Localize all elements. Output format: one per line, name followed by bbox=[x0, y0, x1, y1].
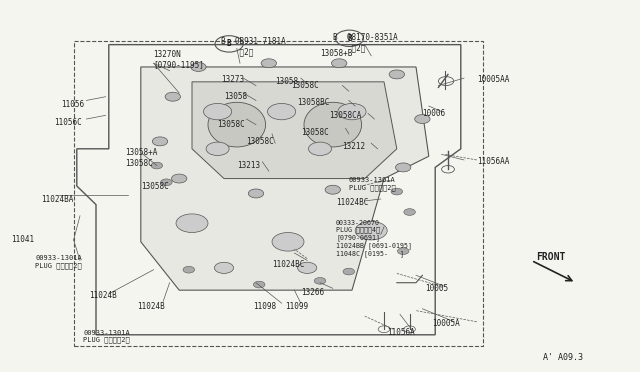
Circle shape bbox=[191, 62, 206, 71]
Text: B  0B931-7181A
    （2）: B 0B931-7181A （2） bbox=[221, 37, 285, 56]
Text: 13058: 13058 bbox=[224, 92, 247, 101]
Circle shape bbox=[332, 59, 347, 68]
Text: 13058C: 13058C bbox=[218, 120, 245, 129]
Polygon shape bbox=[192, 82, 397, 179]
Circle shape bbox=[183, 266, 195, 273]
Text: 13058CA: 13058CA bbox=[330, 111, 362, 120]
Ellipse shape bbox=[208, 102, 266, 147]
Text: 11056AA: 11056AA bbox=[477, 157, 509, 166]
Text: 00933-1301A
PLUG プラグ（2）: 00933-1301A PLUG プラグ（2） bbox=[83, 330, 130, 343]
Text: 10006: 10006 bbox=[422, 109, 445, 118]
Circle shape bbox=[343, 268, 355, 275]
Text: 00333-20670
PLUG プラグ（4）
[0790-0691]
11024BB [0691-0195]
11048C [0195-   ]: 00333-20670 PLUG プラグ（4） [0790-0691] 1102… bbox=[336, 219, 412, 257]
Text: 10005: 10005 bbox=[426, 284, 449, 293]
Circle shape bbox=[389, 70, 404, 79]
Text: 11024B: 11024B bbox=[138, 302, 165, 311]
Text: 13058C: 13058C bbox=[291, 81, 319, 90]
Text: 13058BC: 13058BC bbox=[298, 98, 330, 107]
Text: 13058C: 13058C bbox=[301, 128, 328, 137]
Circle shape bbox=[161, 179, 172, 186]
Circle shape bbox=[272, 232, 304, 251]
Text: 13058+A
13058C: 13058+A 13058C bbox=[125, 148, 157, 168]
Circle shape bbox=[314, 278, 326, 284]
Circle shape bbox=[261, 59, 276, 68]
Text: 11056: 11056 bbox=[61, 100, 84, 109]
Text: 11056A: 11056A bbox=[387, 328, 415, 337]
Text: 11024BA: 11024BA bbox=[42, 195, 74, 203]
Text: 13058+B: 13058+B bbox=[320, 49, 353, 58]
Text: 00933-1301A
PLUG プラグ（2）: 00933-1301A PLUG プラグ（2） bbox=[349, 177, 396, 191]
Text: 13058: 13058 bbox=[275, 77, 298, 86]
Circle shape bbox=[298, 262, 317, 273]
Circle shape bbox=[308, 142, 332, 155]
Circle shape bbox=[172, 174, 187, 183]
Circle shape bbox=[268, 103, 296, 120]
Text: 10005AA: 10005AA bbox=[477, 76, 509, 84]
Circle shape bbox=[248, 189, 264, 198]
Text: B: B bbox=[227, 39, 232, 48]
Circle shape bbox=[325, 185, 340, 194]
Text: 11099: 11099 bbox=[285, 302, 308, 311]
Text: 13058C: 13058C bbox=[141, 182, 168, 190]
Text: 13213: 13213 bbox=[237, 161, 260, 170]
Text: 10005A: 10005A bbox=[432, 319, 460, 328]
Text: 11056C: 11056C bbox=[54, 118, 82, 127]
Circle shape bbox=[391, 188, 403, 195]
Circle shape bbox=[206, 142, 229, 155]
Circle shape bbox=[396, 163, 411, 172]
Circle shape bbox=[415, 115, 430, 124]
Text: B  08170-8351A
    （2）: B 08170-8351A （2） bbox=[333, 33, 397, 52]
Text: 11024B: 11024B bbox=[90, 291, 117, 300]
Ellipse shape bbox=[304, 102, 362, 147]
Text: 00933-1301A
PLUG プラグ（2）: 00933-1301A PLUG プラグ（2） bbox=[35, 256, 82, 269]
Circle shape bbox=[338, 103, 366, 120]
Polygon shape bbox=[141, 67, 429, 290]
Text: 13266: 13266 bbox=[301, 288, 324, 296]
Circle shape bbox=[404, 209, 415, 215]
Text: 11041: 11041 bbox=[12, 235, 35, 244]
Circle shape bbox=[397, 248, 409, 254]
Circle shape bbox=[165, 92, 180, 101]
Circle shape bbox=[152, 137, 168, 146]
Circle shape bbox=[355, 221, 387, 240]
Text: B: B bbox=[347, 34, 352, 43]
Circle shape bbox=[214, 262, 234, 273]
Text: 13270N
[0790-1195]: 13270N [0790-1195] bbox=[154, 50, 204, 69]
Text: 11024BC: 11024BC bbox=[272, 260, 305, 269]
Circle shape bbox=[176, 214, 208, 232]
Circle shape bbox=[204, 103, 232, 120]
Text: FRONT: FRONT bbox=[536, 252, 565, 262]
Circle shape bbox=[151, 162, 163, 169]
Text: 13212: 13212 bbox=[342, 142, 365, 151]
Text: 13273: 13273 bbox=[221, 76, 244, 84]
Text: 13058C: 13058C bbox=[246, 137, 274, 146]
Circle shape bbox=[253, 281, 265, 288]
Text: 11098: 11098 bbox=[253, 302, 276, 311]
Text: A' A09.3: A' A09.3 bbox=[543, 353, 583, 362]
Text: 11024BC: 11024BC bbox=[336, 198, 369, 207]
